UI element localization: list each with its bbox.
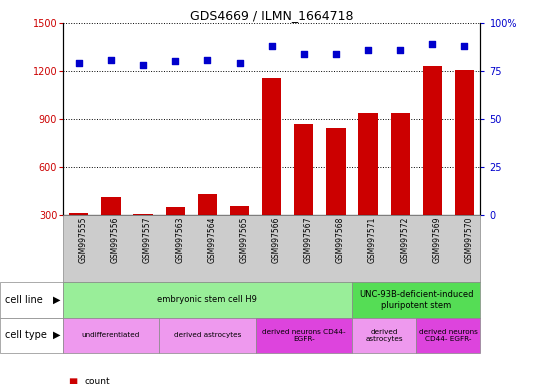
- Point: [74, 60, 83, 66]
- Bar: [358, 113, 378, 215]
- Text: GSM997566: GSM997566: [272, 217, 281, 263]
- Text: undifferentiated: undifferentiated: [82, 332, 140, 338]
- Point: [171, 58, 180, 65]
- Text: ▶: ▶: [52, 295, 60, 305]
- Text: ■: ■: [68, 377, 78, 384]
- Text: GSM997565: GSM997565: [240, 217, 248, 263]
- Text: GSM997567: GSM997567: [304, 217, 313, 263]
- Bar: [327, 128, 346, 215]
- Text: derived astrocytes: derived astrocytes: [174, 332, 241, 338]
- Text: GSM997569: GSM997569: [432, 217, 441, 263]
- Point: [396, 47, 405, 53]
- Point: [460, 43, 469, 49]
- Text: derived
astrocytes: derived astrocytes: [365, 329, 403, 342]
- Text: UNC-93B-deficient-induced
pluripotent stem: UNC-93B-deficient-induced pluripotent st…: [359, 290, 473, 310]
- Text: cell type: cell type: [5, 330, 48, 340]
- Text: GSM997557: GSM997557: [143, 217, 152, 263]
- Text: derived neurons CD44-
EGFR-: derived neurons CD44- EGFR-: [262, 329, 346, 342]
- Bar: [262, 78, 281, 215]
- Text: GSM997564: GSM997564: [207, 217, 216, 263]
- Text: GSM997571: GSM997571: [368, 217, 377, 263]
- Bar: [294, 124, 313, 215]
- Bar: [230, 206, 249, 215]
- Title: GDS4669 / ILMN_1664718: GDS4669 / ILMN_1664718: [190, 9, 353, 22]
- Bar: [423, 66, 442, 215]
- Bar: [165, 207, 185, 215]
- Point: [235, 60, 244, 66]
- Bar: [198, 194, 217, 215]
- Text: cell line: cell line: [5, 295, 43, 305]
- Bar: [390, 113, 410, 215]
- Text: GSM997563: GSM997563: [175, 217, 184, 263]
- Text: GSM997556: GSM997556: [111, 217, 120, 263]
- Point: [106, 56, 115, 63]
- Point: [428, 41, 437, 47]
- Point: [139, 62, 147, 68]
- Point: [268, 43, 276, 49]
- Text: derived neurons
CD44- EGFR-: derived neurons CD44- EGFR-: [419, 329, 478, 342]
- Text: GSM997555: GSM997555: [79, 217, 88, 263]
- Bar: [133, 214, 153, 215]
- Point: [364, 47, 372, 53]
- Point: [203, 56, 212, 63]
- Text: count: count: [85, 377, 110, 384]
- Bar: [102, 197, 121, 215]
- Point: [299, 51, 308, 57]
- Text: GSM997568: GSM997568: [336, 217, 345, 263]
- Bar: [69, 213, 88, 215]
- Text: ▶: ▶: [52, 330, 60, 340]
- Bar: [455, 70, 474, 215]
- Text: GSM997570: GSM997570: [465, 217, 473, 263]
- Text: GSM997572: GSM997572: [400, 217, 409, 263]
- Point: [331, 51, 340, 57]
- Text: embryonic stem cell H9: embryonic stem cell H9: [157, 295, 257, 305]
